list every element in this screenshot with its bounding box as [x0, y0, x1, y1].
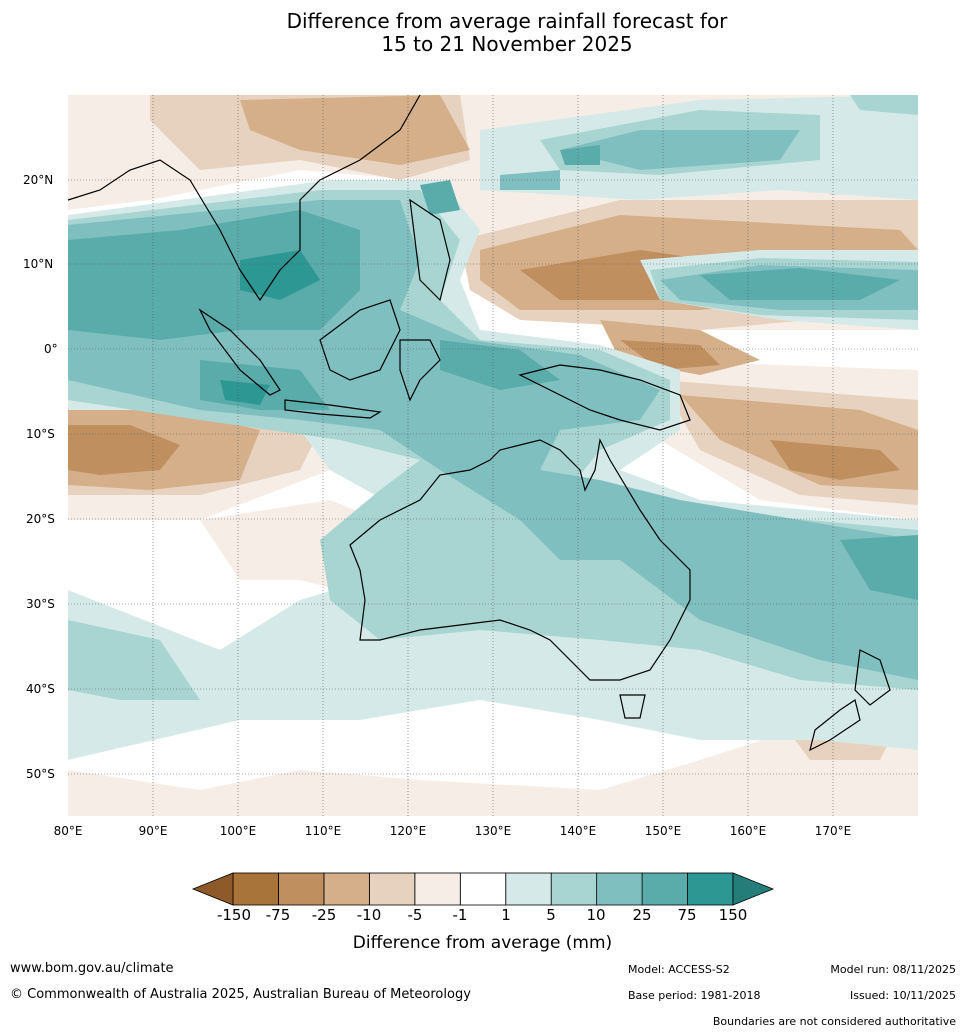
colorbar-tick: -10: [356, 906, 382, 924]
lon-label: 170°E: [814, 824, 852, 838]
java-coastline: [284, 399, 382, 419]
base-period: Base period: 1981-2018: [628, 989, 761, 1002]
colorbar: [191, 872, 775, 906]
philippines-coastline: [409, 198, 451, 302]
colorbar-tick: -150: [216, 906, 252, 924]
colorbar-segment: [641, 872, 688, 906]
lon-label: 130°E: [474, 824, 512, 838]
model-name: Model: ACCESS-S2: [628, 963, 730, 976]
colorbar-segment: [459, 872, 507, 906]
colorbar-tick: 75: [677, 906, 697, 924]
colorbar-segment: [550, 872, 598, 906]
lon-label: 80°E: [53, 824, 83, 838]
australia-coastline: [349, 438, 691, 681]
colorbar-segment: [414, 872, 461, 906]
model-run-date: Model run: 08/11/2025: [830, 963, 956, 976]
lon-label: 100°E: [219, 824, 257, 838]
nz-north-coastline: [854, 649, 891, 706]
colorbar-tick: 25: [632, 906, 652, 924]
colorbar-segment: [596, 872, 643, 906]
borneo-coastline: [319, 299, 401, 381]
colorbar-tick: -75: [265, 906, 291, 924]
colorbar-segment: [278, 872, 325, 906]
lon-label: 150°E: [644, 824, 682, 838]
graticule: [68, 95, 918, 816]
boundaries-disclaimer: Boundaries are not considered authoritat…: [712, 1015, 956, 1028]
colorbar-segment: [232, 872, 279, 906]
colorbar-tick: 150: [718, 906, 748, 924]
lat-label: 0°: [44, 342, 58, 356]
lon-label: 140°E: [559, 824, 597, 838]
title-line-1: Difference from average rainfall forecas…: [286, 9, 728, 33]
sumatra-coastline: [198, 308, 281, 396]
colorbar-tick: -1: [452, 906, 468, 924]
issued-date: Issued: 10/11/2025: [849, 989, 956, 1002]
lon-label: 90°E: [138, 824, 168, 838]
colorbar-tick: -25: [311, 906, 337, 924]
copyright-text: © Commonwealth of Australia 2025, Austra…: [10, 987, 471, 1002]
tasmania-coastline: [619, 694, 646, 719]
lat-label: 20°N: [23, 173, 54, 187]
lat-label: 30°S: [26, 597, 55, 611]
lat-label: 40°S: [26, 682, 55, 696]
lon-label: 160°E: [729, 824, 767, 838]
colorbar-tick: -5: [407, 906, 423, 924]
colorbar-tick: 10: [586, 906, 606, 924]
lat-label: 50°S: [26, 767, 55, 781]
colorbar-segment: [505, 872, 552, 906]
website-link[interactable]: www.bom.gov.au/climate: [10, 961, 174, 976]
lat-label: 10°S: [26, 427, 55, 441]
sulawesi-coastline: [399, 339, 441, 402]
colorbar-tick-labels: -150 -75 -25 -10 -5 -1 1 5 10 25 75 150: [0, 906, 965, 926]
lon-label: 120°E: [389, 824, 427, 838]
map-title: Difference from average rainfall forecas…: [0, 10, 965, 56]
colorbar-tick: 5: [546, 906, 556, 924]
asia-coastline: [67, 94, 421, 302]
colorbar-segment: [368, 872, 416, 906]
coastlines: [67, 94, 891, 752]
colorbar-title: Difference from average (mm): [352, 933, 613, 953]
colorbar-extend-high: [732, 872, 775, 906]
title-line-2: 15 to 21 November 2025: [381, 32, 633, 56]
colorbar-extend-low: [191, 872, 234, 906]
new-guinea-coastline: [518, 364, 691, 431]
lat-label: 20°S: [26, 512, 55, 526]
nz-south-coastline: [809, 699, 861, 752]
lon-label: 110°E: [304, 824, 342, 838]
lat-label: 10°N: [23, 257, 54, 271]
colorbar-tick: 1: [501, 906, 511, 924]
colorbar-segment: [323, 872, 370, 906]
colorbar-segment: [687, 872, 734, 906]
